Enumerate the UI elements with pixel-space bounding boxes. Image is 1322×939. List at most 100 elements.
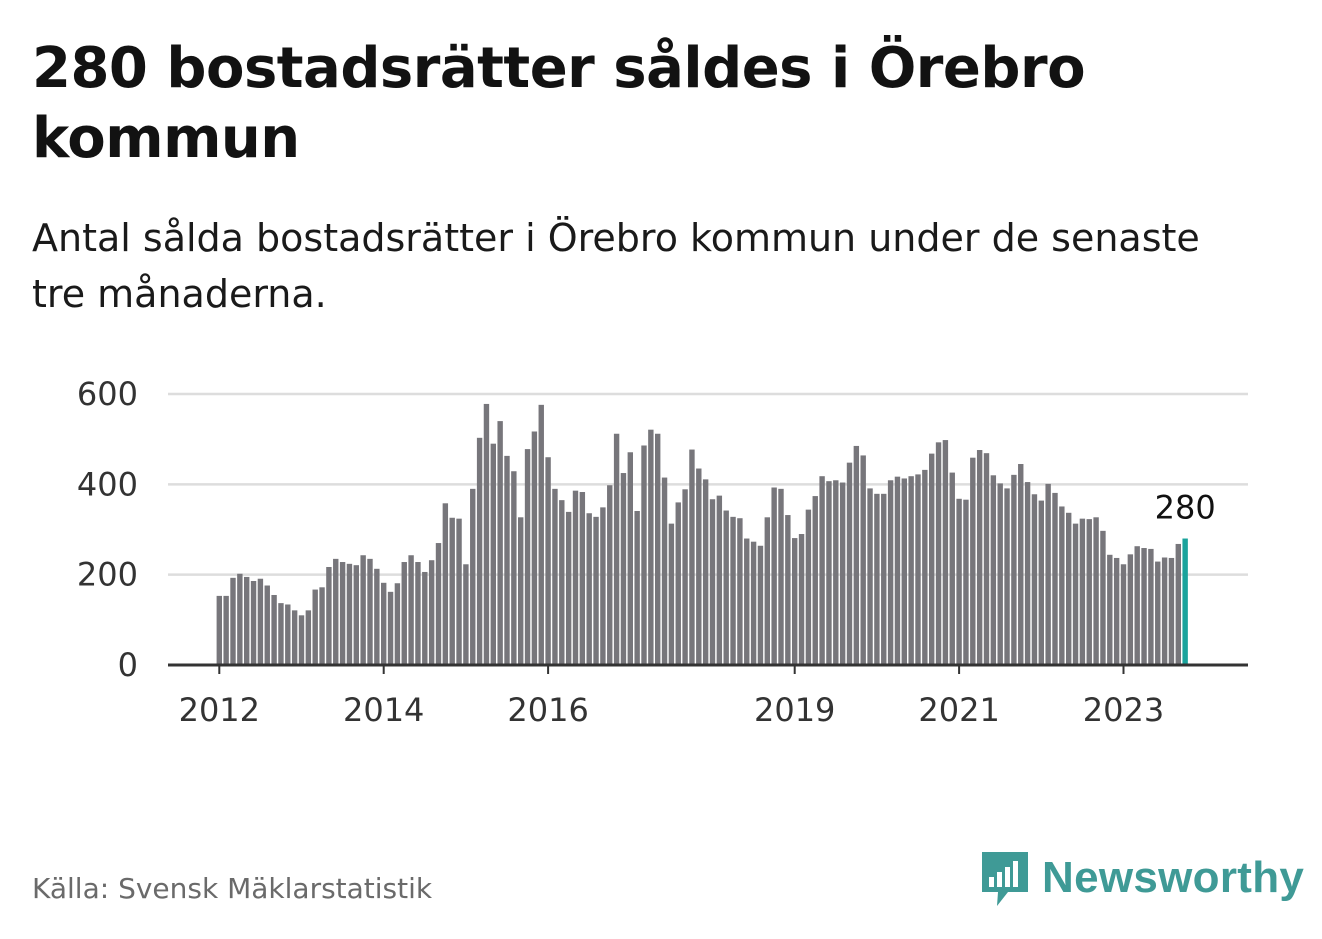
bar (264, 585, 270, 665)
bar (1066, 512, 1072, 665)
y-tick-label: 600 (77, 375, 138, 413)
x-tick-label: 2021 (918, 691, 999, 729)
bar (949, 472, 955, 665)
source-note: Källa: Svensk Mäklarstatistik (32, 872, 433, 905)
bar (394, 583, 401, 665)
brand-name: Newsworthy (1042, 853, 1305, 902)
bar (997, 483, 1003, 665)
bar (1059, 506, 1065, 665)
bar (518, 517, 524, 665)
bar (771, 487, 777, 665)
chart-subtitle: Antal sålda bostadsrätter i Örebro kommu… (32, 216, 1200, 316)
bar (552, 488, 558, 665)
bar (716, 495, 723, 666)
bar (976, 450, 983, 665)
bar (483, 403, 490, 665)
bar (1038, 500, 1044, 665)
bar (381, 582, 387, 665)
bar (819, 476, 825, 665)
bar (826, 481, 832, 665)
bar (545, 457, 551, 665)
bar (216, 595, 222, 665)
bar (291, 610, 298, 665)
y-tick-label: 0 (118, 646, 138, 684)
bar (613, 433, 620, 665)
bar (538, 404, 544, 665)
bar (387, 591, 394, 665)
bar (415, 562, 421, 665)
bar (682, 489, 688, 665)
bar (607, 485, 613, 665)
chart-title: 280 bostadsrätter såldes i Örebro kommun (32, 36, 1086, 171)
bar (244, 576, 250, 665)
newsworthy-logo-icon (982, 852, 1028, 906)
bar (668, 523, 675, 665)
bar-chart: 0 200 400 600 2012 2014 2016 2019 2021 2023 280 (77, 375, 1248, 729)
bar (990, 475, 997, 665)
bar-latest (1182, 538, 1188, 665)
bar (1079, 518, 1086, 665)
bar (757, 545, 764, 665)
bar (1031, 494, 1038, 665)
bar (894, 476, 901, 665)
bar (874, 493, 880, 665)
bar (579, 492, 586, 665)
bar (305, 610, 312, 665)
bar (456, 518, 462, 665)
bar (867, 488, 873, 665)
bar (901, 478, 907, 665)
bar (367, 558, 373, 665)
bar (312, 589, 318, 665)
bar (463, 564, 469, 665)
bar (881, 493, 887, 665)
bar (353, 565, 359, 665)
bar (846, 462, 853, 665)
newsworthy-logo: Newsworthy (980, 848, 1304, 908)
bar (1018, 464, 1024, 665)
bar (490, 443, 496, 665)
bar (853, 445, 860, 665)
bar (1086, 519, 1092, 665)
bar (559, 500, 565, 665)
bar (237, 573, 243, 665)
bar (860, 455, 866, 665)
bar (1120, 564, 1127, 665)
bar (935, 442, 942, 665)
bar (709, 499, 716, 665)
bar (785, 515, 791, 665)
bar (497, 421, 503, 665)
bar (641, 445, 647, 665)
bar (634, 510, 640, 665)
bar (661, 477, 668, 665)
bar (449, 517, 455, 665)
bar (593, 516, 599, 665)
bar (922, 469, 928, 665)
bar (442, 503, 449, 665)
bar (422, 571, 428, 665)
bar (1134, 546, 1140, 665)
bar (435, 543, 442, 665)
bar (586, 513, 592, 665)
x-tick-label: 2019 (754, 691, 835, 729)
bar (565, 511, 572, 665)
bar (470, 488, 476, 665)
bar (1141, 548, 1147, 665)
bar (346, 563, 353, 665)
bar (956, 498, 962, 665)
bar (675, 502, 681, 665)
bar (1161, 557, 1168, 665)
bar (319, 587, 325, 665)
bar (648, 429, 654, 665)
bar (1024, 482, 1031, 665)
bar (696, 468, 702, 665)
bar (887, 480, 894, 665)
bar (271, 594, 277, 665)
bar (1148, 548, 1154, 665)
bar (1113, 557, 1120, 665)
bar (627, 452, 633, 665)
bar (230, 577, 236, 665)
bar (1093, 517, 1099, 665)
bar (1155, 561, 1161, 665)
bar (476, 437, 483, 665)
y-tick-label: 200 (77, 556, 138, 594)
